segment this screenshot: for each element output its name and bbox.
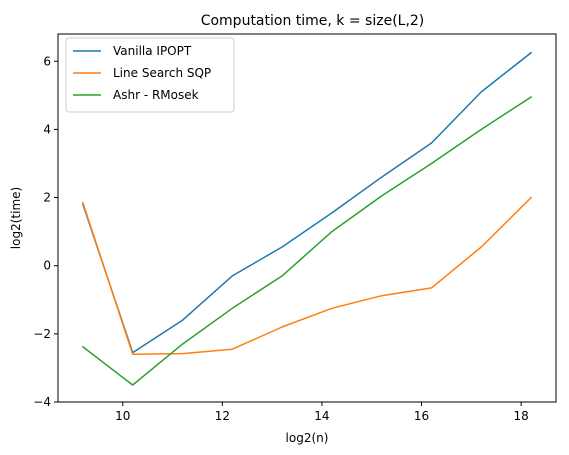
legend-label-ashr-rmosek: Ashr - RMosek	[113, 88, 199, 102]
y-tick-label: 6	[43, 54, 51, 68]
legend: Vanilla IPOPT Line Search SQP Ashr - RMose…	[65, 37, 235, 113]
series-line-ashr-rmosek	[81, 95, 533, 386]
plot-frame	[57, 33, 557, 403]
legend-box	[65, 37, 235, 113]
x-axis-label: log2(n)	[286, 431, 329, 445]
y-tick-label: −2	[33, 327, 51, 341]
y-axis-ticks: −4 −2 0 2 4 6	[33, 54, 58, 409]
series-line-vanilla-ipopt	[81, 51, 533, 354]
series-layer	[81, 51, 533, 386]
x-tick-label: 16	[414, 409, 429, 423]
x-tick-label: 10	[115, 409, 130, 423]
y-tick-label: 2	[43, 191, 51, 205]
y-tick-label: 0	[43, 259, 51, 273]
legend-label-line-search-sqp: Line Search SQP	[113, 66, 211, 80]
chart-title: Computation time, k = size(L,2)	[201, 13, 425, 29]
legend-label-vanilla-ipopt: Vanilla IPOPT	[113, 44, 192, 58]
x-axis-ticks: 10 12 14 16 18	[115, 402, 529, 423]
y-tick-label: 4	[43, 122, 51, 136]
x-tick-label: 12	[215, 409, 230, 423]
x-tick-label: 18	[513, 409, 528, 423]
y-axis-label: log2(time)	[9, 187, 23, 249]
y-tick-label: −4	[33, 395, 51, 409]
x-tick-label: 14	[314, 409, 329, 423]
series-line-line-search-sqp	[81, 196, 533, 356]
